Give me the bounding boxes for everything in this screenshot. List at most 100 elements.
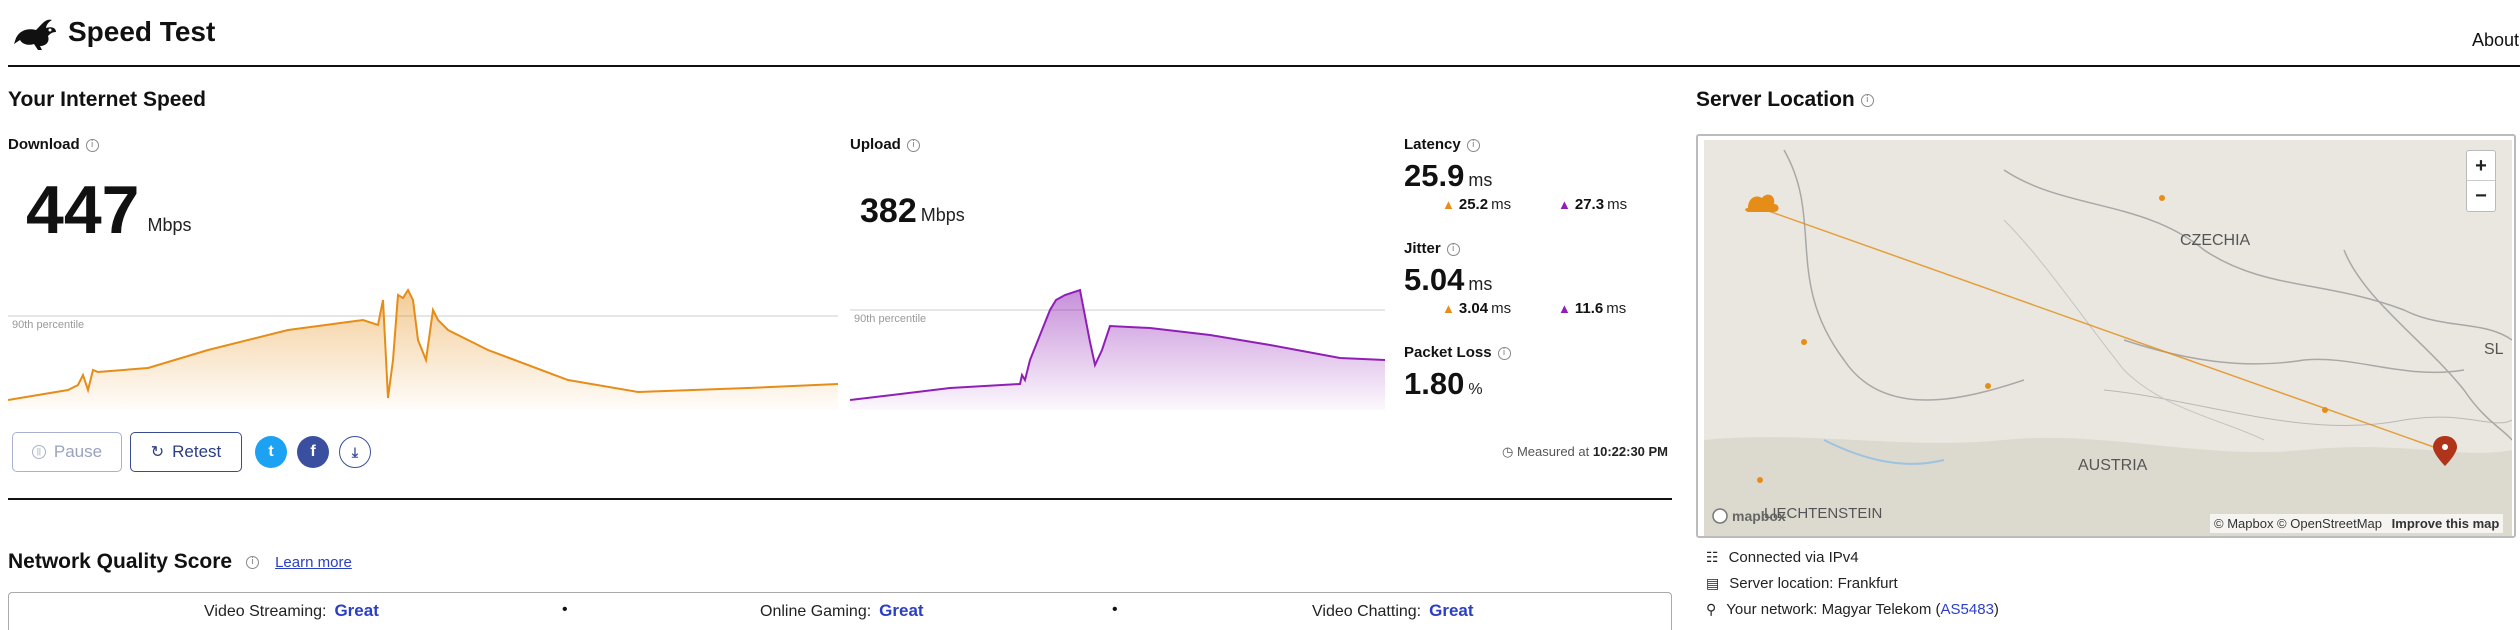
map-label-liechtenstein: LIECHTENSTEIN (1764, 505, 1882, 522)
facebook-icon[interactable]: f (297, 436, 329, 468)
server-header: Server Location i (1696, 88, 1874, 112)
quality-header: Network Quality Score i Learn more (8, 550, 352, 574)
your-network-line: ⚲ Your network: Magyar Telekom (AS5483) (1706, 601, 1999, 618)
pause-button[interactable]: || Pause (12, 432, 122, 472)
retest-button[interactable]: ↻ Retest (130, 432, 242, 472)
jitter-unit: ms (1468, 274, 1493, 294)
quality-video-streaming: Video Streaming: Great (204, 601, 379, 620)
download-series-line (8, 287, 838, 401)
packet-loss-value-row: 1.80% (1404, 366, 1483, 402)
latency-value: 25.9 (1404, 158, 1465, 193)
mapbox-logo-icon[interactable] (1712, 508, 1728, 524)
jitter-label: Jitter i (1404, 240, 1460, 257)
quality-video-chatting: Video Chatting: Great (1312, 601, 1474, 620)
header-divider (8, 65, 2520, 67)
latency-label: Latency i (1404, 136, 1480, 153)
twitter-icon[interactable]: t (255, 436, 287, 468)
packet-loss-label: Packet Loss i (1404, 344, 1511, 361)
upload-percentile-label: 90th percentile (854, 313, 926, 325)
download-mini-icon: ▲ (1442, 301, 1455, 316)
upload-speed: 382 Mbps (860, 194, 965, 228)
server-icon: ▤ (1706, 575, 1720, 591)
info-icon[interactable]: i (906, 138, 920, 152)
info-icon[interactable]: i (1466, 138, 1480, 152)
as-number-link[interactable]: AS5483 (1940, 601, 1994, 618)
border-line (2003, 169, 2512, 341)
latency-upload: ▲ 27.3 ms (1558, 196, 1628, 213)
server-location-line: ▤ Server location: Frankfurt (1706, 575, 1898, 592)
map-zoom-controls: + − (2466, 150, 2496, 212)
user-location-pin-icon[interactable] (2433, 436, 2457, 466)
jitter-upload: ▲ 11.6 ms (1558, 300, 1627, 317)
latency-value-row: 25.9 ms (1404, 158, 1492, 194)
city-dot (1801, 339, 1807, 345)
about-link[interactable]: About (2472, 30, 2520, 50)
section-divider (8, 498, 1672, 500)
download-graph: 90th percentile (8, 287, 838, 410)
city-dot (1985, 383, 1991, 389)
upload-mini-icon: ▲ (1558, 301, 1571, 316)
map-label-czechia: CZECHIA (2180, 232, 2251, 249)
learn-more-link[interactable]: Learn more (275, 553, 352, 571)
city-dot (2159, 195, 2165, 201)
jitter-download: ▲ 3.04 ms (1442, 300, 1512, 317)
download-unit: Mbps (147, 215, 192, 235)
packet-loss-unit: % (1468, 381, 1483, 398)
upload-unit: Mbps (920, 205, 965, 225)
separator-dot: • (1112, 601, 1118, 618)
download-percentile-label: 90th percentile (12, 319, 84, 331)
info-icon[interactable]: i (1860, 93, 1874, 107)
latency-unit: ms (1468, 170, 1493, 190)
pause-icon: || (31, 445, 46, 459)
jitter-value: 5.04 (1404, 262, 1465, 297)
mapbox-logo[interactable]: mapbox (1732, 508, 1786, 524)
network-icon: ☷ (1706, 549, 1719, 565)
upload-graph: 90th percentile (850, 288, 1385, 410)
app-title: Speed Test (68, 16, 216, 47)
speed-section-title: Your Internet Speed (8, 88, 206, 111)
map-label-sl: SL (2484, 341, 2504, 358)
quality-online-gaming: Online Gaming: Great (760, 601, 924, 620)
zoom-out-button[interactable]: − (2475, 185, 2487, 207)
map-label-austria: AUSTRIA (2078, 457, 2148, 474)
zoom-in-button[interactable]: + (2467, 151, 2495, 181)
server-cloud-icon[interactable] (1745, 194, 1779, 212)
improve-map-link[interactable]: Improve this map (2391, 516, 2500, 531)
quality-title: Network Quality Score (8, 550, 233, 573)
retest-icon: ↻ (150, 444, 165, 461)
download-mini-icon: ▲ (1442, 197, 1455, 212)
server-title: Server Location (1696, 88, 1855, 111)
packet-loss-value: 1.80 (1404, 366, 1465, 401)
city-dot (2322, 407, 2328, 413)
info-icon[interactable]: i (246, 555, 260, 569)
download-icon[interactable]: ⤓ (339, 436, 371, 468)
quality-score-box (8, 592, 1672, 630)
map-frame (1696, 134, 2516, 538)
clock-icon: ◷ (1502, 444, 1514, 459)
latency-download: ▲ 25.2 ms (1442, 196, 1512, 213)
download-speed: 447 Mbps (26, 176, 191, 244)
border-line (1783, 149, 2025, 401)
upload-mini-icon: ▲ (1558, 197, 1571, 212)
separator-dot: • (562, 601, 568, 618)
jitter-value-row: 5.04 ms (1404, 262, 1492, 298)
info-icon[interactable]: i (1497, 346, 1511, 360)
route-line (1759, 207, 2446, 452)
map-attribution: © Mapbox © OpenStreetMap Improve this ma… (2210, 514, 2504, 533)
border-line (2343, 249, 2512, 441)
measured-at: ◷ Measured at 10:22:30 PM (1502, 444, 1669, 459)
city-dot (1757, 477, 1763, 483)
rabbit-logo-icon[interactable] (12, 16, 60, 52)
download-label: Download i (8, 136, 99, 153)
info-icon[interactable]: i (85, 138, 99, 152)
connected-via: ☷ Connected via IPv4 (1706, 549, 1859, 566)
info-icon[interactable]: i (1446, 242, 1460, 256)
pin-icon: ⚲ (1706, 601, 1717, 617)
border-line (2123, 339, 2465, 374)
download-value: 447 (26, 172, 140, 248)
upload-value: 382 (860, 192, 917, 230)
upload-series-line (850, 288, 1385, 401)
upload-label: Upload i (850, 136, 920, 153)
river (1823, 439, 1945, 465)
server-map[interactable]: CZECHIA AUSTRIA LIECHTENSTEIN SL mapbox (1704, 140, 2512, 536)
